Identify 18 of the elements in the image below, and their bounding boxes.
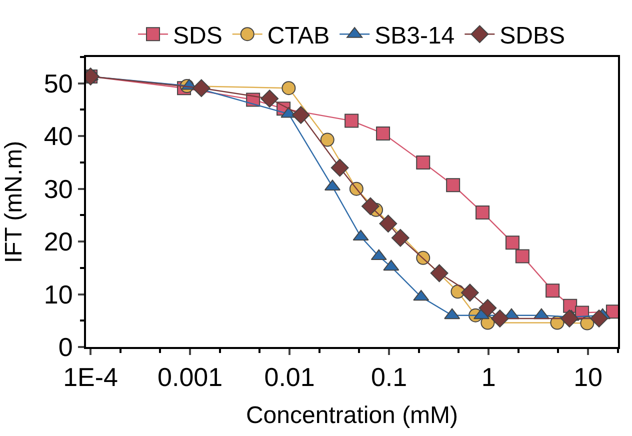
x-axis-title: Concentration (mM) — [246, 402, 458, 429]
x-tick-label: 10 — [574, 362, 603, 392]
y-tick-label: 40 — [44, 121, 73, 152]
legend-label: CTAB — [267, 22, 330, 50]
x-tick-label: 0.01 — [264, 362, 315, 392]
legend-label: SDS — [173, 22, 222, 50]
y-tick-label: 0 — [58, 332, 73, 362]
x-tick-label: 0.1 — [370, 362, 408, 392]
x-tick-label: 1 — [481, 362, 496, 392]
legend-label: SB3-14 — [374, 22, 455, 50]
y-axis-title: IFT (mN.m) — [0, 140, 28, 264]
legend-label: SDBS — [500, 22, 566, 50]
y-tick-label: 30 — [44, 174, 73, 204]
x-tick-label: 0.001 — [158, 362, 223, 392]
y-tick-label: 50 — [44, 68, 73, 98]
x-tick-label: 1E-4 — [63, 362, 118, 392]
y-tick-label: 20 — [44, 226, 73, 257]
y-tick-label: 10 — [44, 279, 73, 310]
